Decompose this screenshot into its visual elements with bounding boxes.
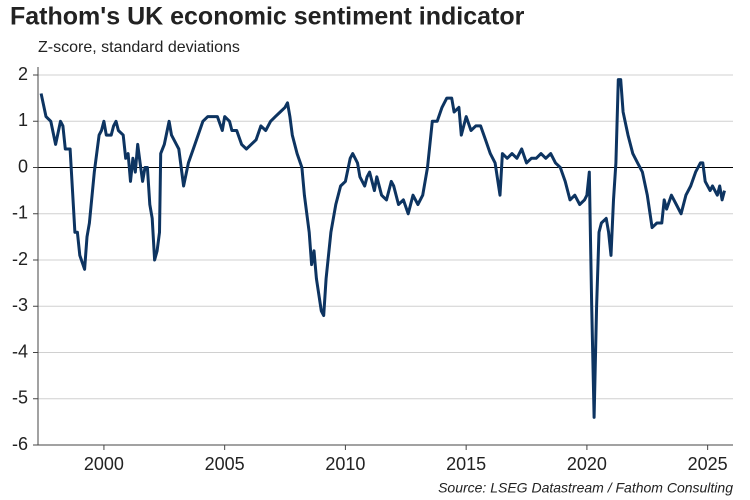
y-tick-label: -1: [12, 203, 28, 223]
y-tick-label: -5: [12, 388, 28, 408]
y-tick-label: 2: [18, 64, 28, 84]
y-tick-label: -6: [12, 434, 28, 454]
y-tick-label: -4: [12, 341, 28, 361]
y-tick-label: -3: [12, 295, 28, 315]
x-tick-label: 2025: [688, 454, 728, 474]
series-line: [39, 78, 726, 419]
y-tick-label: -2: [12, 249, 28, 269]
chart-title: Fathom's UK economic sentiment indicator: [10, 3, 525, 31]
x-tick-label: 2020: [567, 454, 607, 474]
x-tick-label: 2005: [205, 454, 245, 474]
x-tick-label: 2015: [446, 454, 486, 474]
source: Source: LSEG Datastream / Fathom Consult…: [438, 480, 733, 496]
x-tick-label: 2010: [325, 454, 365, 474]
x-tick-label: 2000: [84, 454, 124, 474]
chart-subtitle: Z-score, standard deviations: [38, 39, 240, 56]
y-tick-label: 1: [18, 110, 28, 130]
y-tick-label: 0: [18, 156, 28, 176]
